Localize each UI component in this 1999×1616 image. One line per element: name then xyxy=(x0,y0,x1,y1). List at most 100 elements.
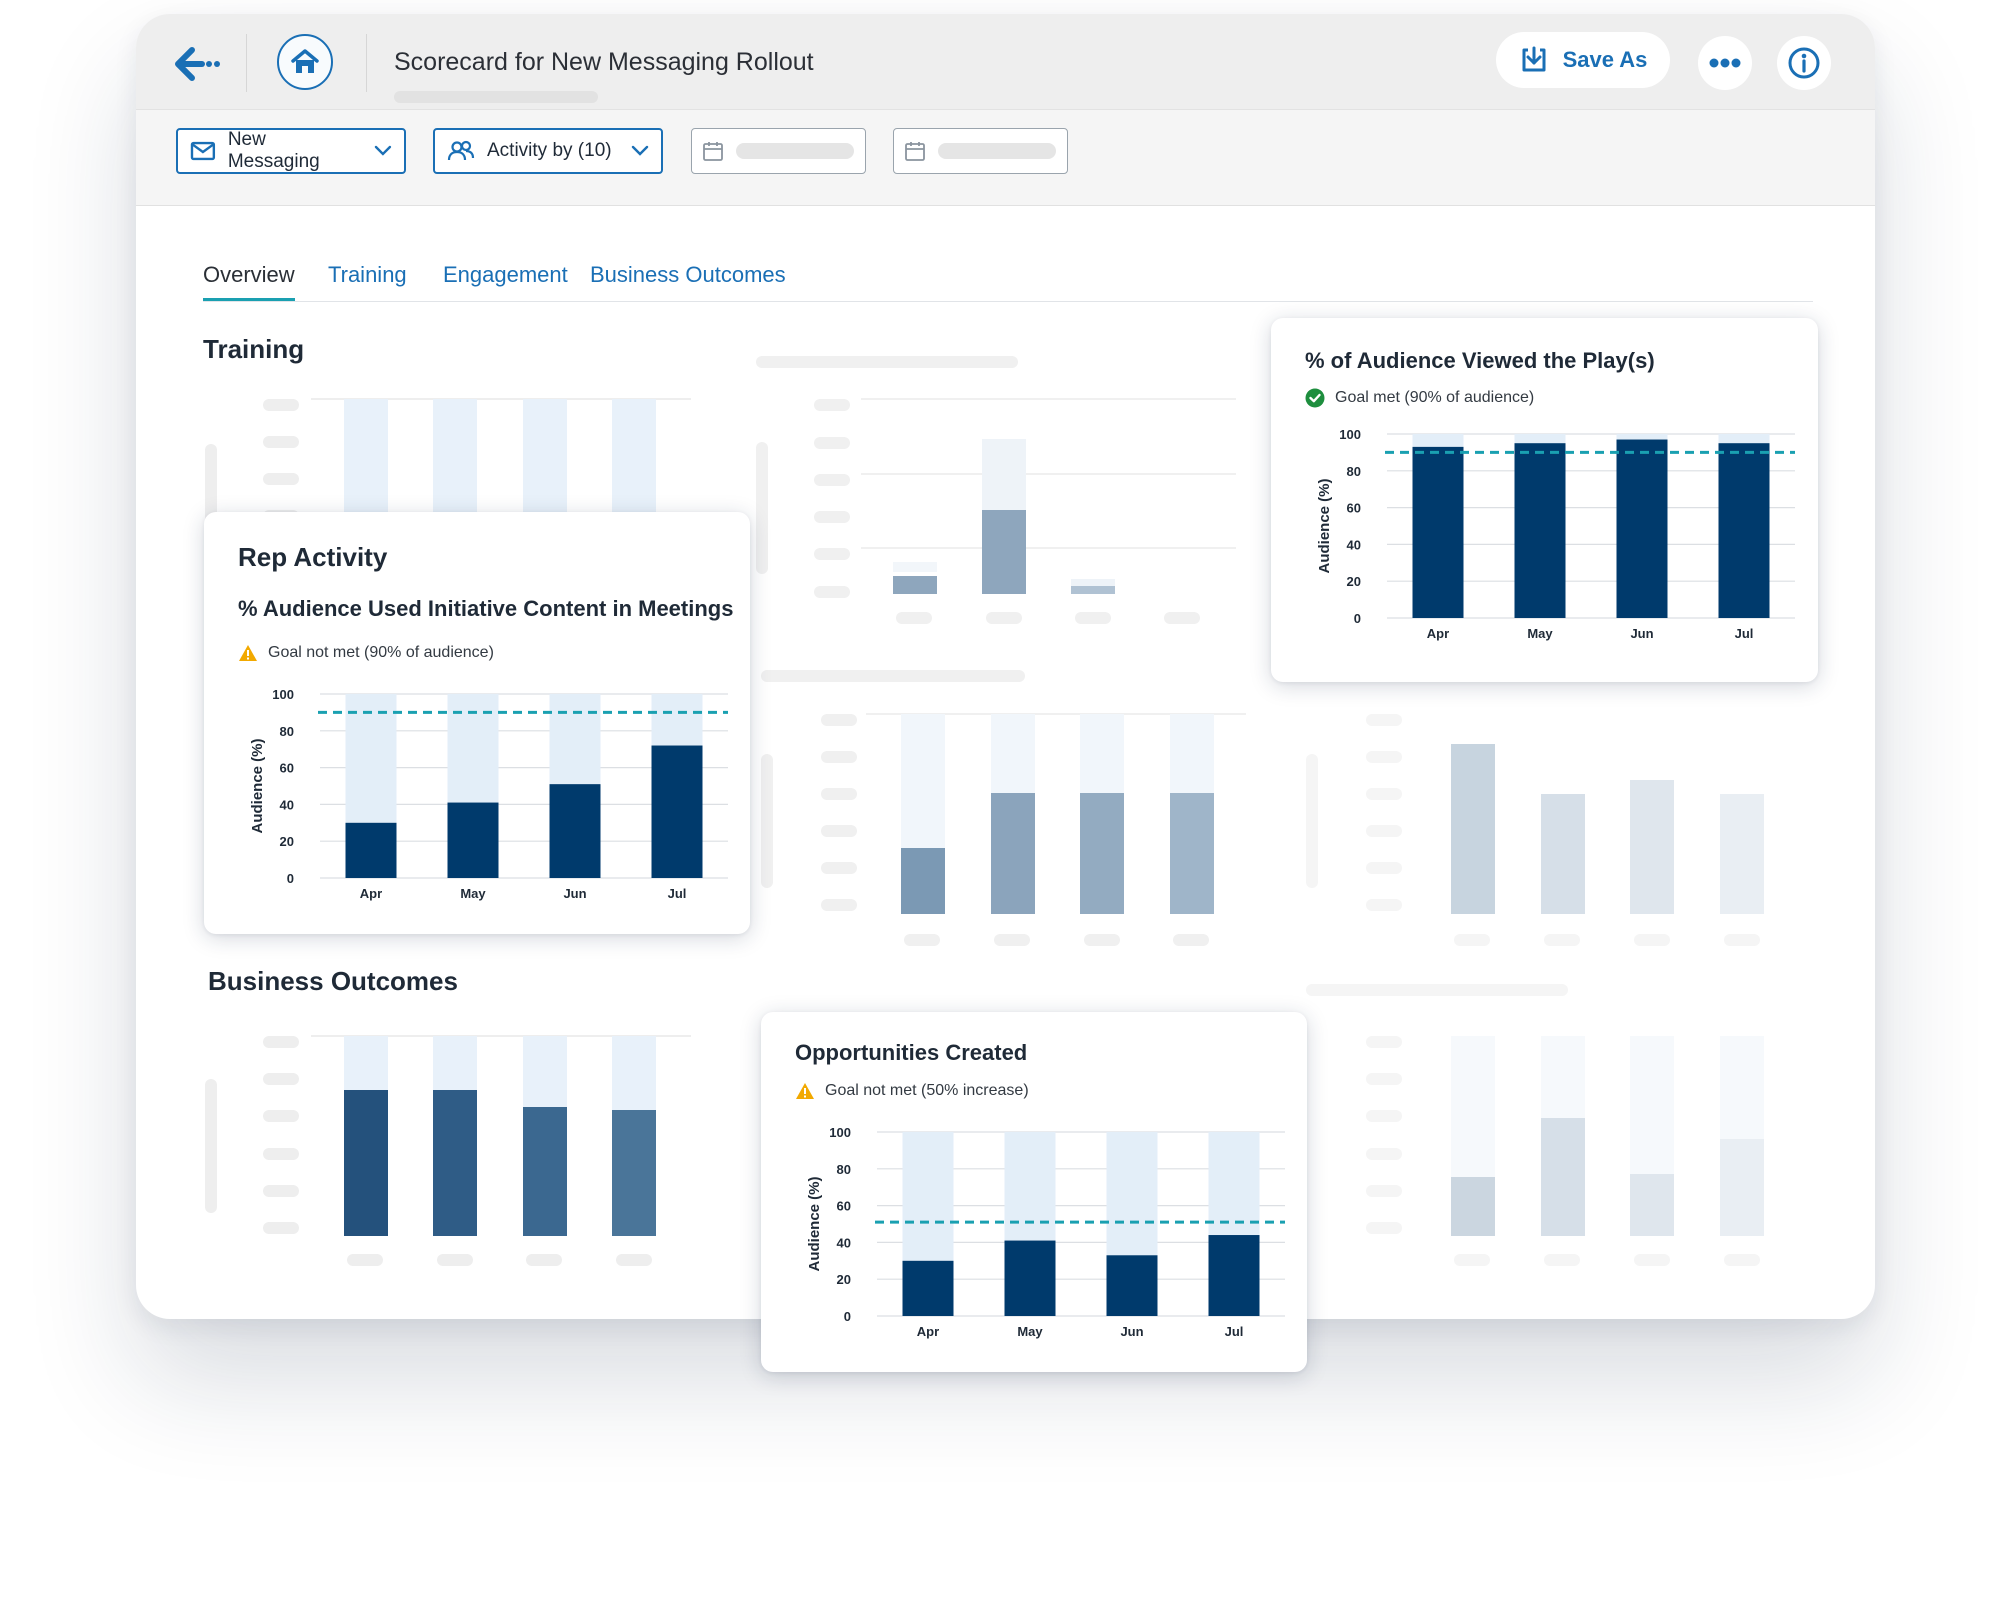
y-axis-label: Audience (%) xyxy=(806,1176,823,1271)
calendar-icon xyxy=(905,142,925,161)
bar-jun xyxy=(549,784,601,878)
home-button[interactable] xyxy=(277,34,333,90)
messaging-dropdown[interactable]: New Messaging xyxy=(176,128,406,174)
warning-icon xyxy=(239,645,257,661)
card-subtitle: % Audience Used Initiative Content in Me… xyxy=(238,596,734,621)
x-tick-label: Jul xyxy=(668,886,687,901)
y-tick-label: 100 xyxy=(829,1125,851,1140)
x-tick-label: May xyxy=(1527,626,1553,641)
card-heading: Rep Activity xyxy=(238,542,388,572)
activity-dropdown[interactable]: Activity by (10) xyxy=(433,128,663,174)
divider xyxy=(366,34,367,92)
divider xyxy=(246,34,247,92)
save-as-label: Save As xyxy=(1562,47,1648,72)
y-tick-label: 20 xyxy=(837,1272,851,1287)
x-tick-label: May xyxy=(460,886,486,901)
bar-jun xyxy=(1616,439,1668,618)
tab-engagement[interactable]: Engagement xyxy=(443,262,568,287)
calendar-icon xyxy=(703,142,723,161)
bar-may xyxy=(447,802,499,878)
background-placeholder-charts xyxy=(205,356,1764,1266)
date-placeholder-skeleton xyxy=(736,143,854,159)
bar-jul xyxy=(651,745,703,878)
end-date-field[interactable] xyxy=(893,128,1068,174)
bar-may xyxy=(1514,443,1566,618)
rep-activity-chart: Audience (%) 0 20 40 60 80 100 Apr May Jun Jul xyxy=(249,687,728,901)
placeholder-chart-right-middle xyxy=(1306,714,1764,946)
y-tick-label: 80 xyxy=(1347,464,1361,479)
chevron-down-icon xyxy=(631,145,649,156)
x-tick-label: Jun xyxy=(1120,1324,1143,1339)
more-dots-icon xyxy=(1709,58,1741,68)
y-tick-label: 60 xyxy=(280,761,294,776)
bar-jul xyxy=(1208,1235,1260,1316)
y-axis-label: Audience (%) xyxy=(1316,478,1333,573)
info-button[interactable] xyxy=(1777,36,1831,90)
more-options-button[interactable] xyxy=(1698,36,1752,90)
y-tick-label: 40 xyxy=(280,797,294,812)
date-placeholder-skeleton xyxy=(938,143,1056,159)
audience-viewed-card: % of Audience Viewed the Play(s) Goal me… xyxy=(1271,318,1818,682)
y-tick-label: 20 xyxy=(1347,574,1361,589)
placeholder-chart-engagement-middle xyxy=(761,670,1246,946)
info-icon xyxy=(1788,47,1820,79)
card-heading: Opportunities Created xyxy=(795,1040,1028,1065)
bar-may xyxy=(1004,1240,1056,1316)
opportunities-created-card: Opportunities Created Goal not met (50% … xyxy=(761,1012,1307,1372)
x-tick-label: Jun xyxy=(1630,626,1653,641)
save-as-button[interactable]: Save As xyxy=(1496,32,1670,88)
tab-overview[interactable]: Overview xyxy=(203,262,295,301)
x-tick-label: Apr xyxy=(1427,626,1449,641)
chevron-down-icon xyxy=(374,145,392,156)
tab-business-outcomes[interactable]: Business Outcomes xyxy=(590,262,786,287)
rep-activity-card: Rep Activity % Audience Used Initiative … xyxy=(204,512,750,934)
envelope-icon xyxy=(190,141,216,161)
y-tick-label: 0 xyxy=(844,1309,851,1324)
tab-bar: Overview Training Engagement Business Ou… xyxy=(203,246,1813,302)
save-download-icon xyxy=(1522,46,1546,72)
placeholder-chart-business-outcomes xyxy=(205,1035,691,1266)
goal-status-text: Goal not met (50% increase) xyxy=(825,1082,1029,1099)
x-tick-label: Jul xyxy=(1225,1324,1244,1339)
goal-status-text: Goal not met (90% of audience) xyxy=(268,644,494,661)
top-bar: Scorecard for New Messaging Rollout Save… xyxy=(136,14,1875,110)
start-date-field[interactable] xyxy=(691,128,866,174)
x-tick-label: Jul xyxy=(1735,626,1754,641)
goal-status-text: Goal met (90% of audience) xyxy=(1335,389,1535,406)
x-tick-label: Apr xyxy=(360,886,382,901)
messaging-dropdown-value: New Messaging xyxy=(227,129,320,172)
y-tick-label: 100 xyxy=(1339,427,1361,442)
bar-apr xyxy=(902,1260,954,1316)
y-axis-label: Audience (%) xyxy=(249,738,266,833)
activity-dropdown-value: Activity by (10) xyxy=(487,140,612,161)
tab-training[interactable]: Training xyxy=(328,262,407,287)
opportunities-chart: Audience (%) 0 20 40 60 80 100 Apr May Jun Jul xyxy=(806,1125,1285,1339)
y-tick-label: 60 xyxy=(837,1199,851,1214)
bar-apr xyxy=(345,822,397,878)
back-button[interactable] xyxy=(172,44,222,84)
bar-apr xyxy=(1412,446,1464,618)
back-arrow-icon xyxy=(175,47,220,81)
y-tick-label: 40 xyxy=(1347,537,1361,552)
bar-jul xyxy=(1718,443,1770,618)
goal-status: Goal met (90% of audience) xyxy=(1305,388,1534,408)
y-tick-label: 60 xyxy=(1347,501,1361,516)
y-tick-label: 80 xyxy=(837,1162,851,1177)
page-title: Scorecard for New Messaging Rollout xyxy=(394,48,814,76)
section-title-business-outcomes: Business Outcomes xyxy=(208,966,458,996)
goal-status: Goal not met (50% increase) xyxy=(795,1082,1029,1100)
x-tick-label: Jun xyxy=(563,886,586,901)
home-icon xyxy=(291,49,319,73)
audience-viewed-chart: Audience (%) 0 20 40 60 80 100 Apr May Jun Jul xyxy=(1316,427,1795,641)
placeholder-chart-right-bottom xyxy=(1306,984,1764,1266)
users-icon xyxy=(447,140,475,161)
warning-icon xyxy=(796,1083,814,1099)
check-circle-icon xyxy=(1305,388,1325,408)
title-placeholder-skeleton xyxy=(394,91,598,103)
x-tick-label: May xyxy=(1017,1324,1043,1339)
section-title-training: Training xyxy=(203,334,305,364)
bar-jun xyxy=(1106,1255,1158,1316)
y-tick-label: 0 xyxy=(287,871,294,886)
goal-status: Goal not met (90% of audience) xyxy=(238,644,494,662)
x-tick-label: Apr xyxy=(917,1324,939,1339)
